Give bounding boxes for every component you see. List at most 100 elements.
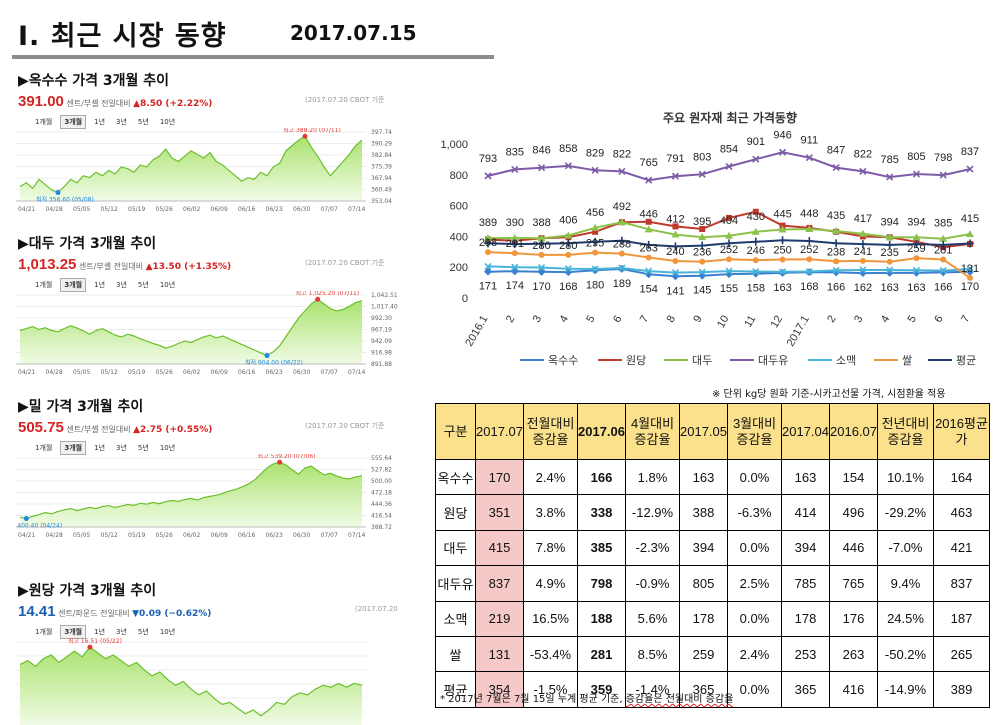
period-tab[interactable]: 1개월 bbox=[35, 118, 53, 126]
data-label: 162 bbox=[854, 282, 872, 294]
table-cell: 164 bbox=[933, 458, 990, 496]
data-label: 492 bbox=[613, 201, 631, 213]
period-tab[interactable]: 5년 bbox=[137, 444, 149, 452]
data-label: 835 bbox=[506, 146, 524, 158]
data-point bbox=[644, 225, 653, 233]
period-tab[interactable]: 3년 bbox=[116, 628, 127, 636]
data-point bbox=[484, 234, 492, 242]
data-point bbox=[538, 251, 545, 258]
period-tab[interactable]: 10년 bbox=[159, 281, 176, 289]
table-cell: 253 bbox=[781, 635, 830, 673]
data-label: 166 bbox=[827, 281, 845, 293]
source-meta: (2017.07.20 CBOT 기준 bbox=[305, 96, 385, 104]
data-point bbox=[912, 233, 921, 241]
data-point bbox=[778, 268, 787, 276]
table-header-cell: 구분 bbox=[435, 403, 476, 460]
price-change: ▲8.50 (+2.22%) bbox=[133, 99, 213, 109]
table-cell: 7.8% bbox=[523, 529, 578, 567]
y-tick-label: 967.19 bbox=[371, 327, 392, 334]
chart-heading: ▶옥수수 가격 3개월 추이 bbox=[18, 73, 170, 89]
period-tab[interactable]: 1년 bbox=[94, 118, 106, 126]
x-tick-label: 8 bbox=[665, 314, 678, 325]
table-cell: 416 bbox=[829, 671, 878, 708]
table-cell: 265 bbox=[933, 635, 990, 673]
data-point bbox=[806, 256, 813, 263]
data-label: 435 bbox=[827, 210, 845, 222]
period-tab[interactable]: 3개월 bbox=[60, 115, 87, 129]
data-label: 288 bbox=[613, 239, 631, 251]
period-tab[interactable]: 1개월 bbox=[35, 628, 53, 636]
y-tick-label: 397.74 bbox=[371, 129, 392, 136]
period-tab[interactable]: 3개월 bbox=[60, 278, 87, 292]
data-point bbox=[511, 165, 519, 173]
price-area bbox=[20, 299, 362, 364]
x-tick-label: 06/16 bbox=[238, 206, 255, 213]
data-label: 170 bbox=[961, 281, 979, 293]
table-header-cell: 전년대비 증감율 bbox=[877, 403, 934, 460]
x-tick-label: 04/21 bbox=[18, 532, 35, 539]
row-label-cell: 소맥 bbox=[435, 600, 476, 637]
data-point bbox=[913, 255, 920, 262]
data-point bbox=[939, 267, 947, 275]
data-label: 448 bbox=[800, 208, 818, 220]
period-tab[interactable]: 10년 bbox=[159, 628, 176, 636]
period-tab[interactable]: 5년 bbox=[137, 628, 149, 636]
period-tab[interactable]: 3년 bbox=[116, 118, 127, 126]
table-cell: 163 bbox=[679, 458, 728, 496]
data-point bbox=[912, 170, 921, 178]
price-line bbox=[19, 298, 363, 357]
table-cell: 170 bbox=[475, 458, 524, 496]
data-point bbox=[644, 240, 653, 249]
period-tab[interactable]: 5년 bbox=[137, 281, 149, 289]
table-cell: -1.4% bbox=[625, 671, 680, 708]
data-point bbox=[617, 218, 626, 226]
chart-title: 주요 원자재 최근 가격동향 bbox=[663, 110, 797, 125]
data-point bbox=[832, 239, 841, 248]
table-cell: 0.0% bbox=[727, 600, 782, 637]
period-tab[interactable]: 3개월 bbox=[60, 441, 87, 455]
y-tick-label: 555.64 bbox=[371, 455, 392, 462]
data-point bbox=[618, 264, 626, 272]
x-tick-label: 06/16 bbox=[238, 532, 255, 539]
period-tab[interactable]: 10년 bbox=[159, 118, 176, 126]
data-point bbox=[778, 148, 787, 156]
table-row: 대두유 837 4.9% 798 -0.9% 805 2.5% 785 765 9.4% 837 bbox=[435, 565, 990, 602]
table-cell: -14.9% bbox=[877, 671, 934, 708]
data-point bbox=[752, 257, 759, 264]
data-point bbox=[592, 249, 599, 256]
table-cell: 837 bbox=[933, 565, 990, 602]
period-tab[interactable]: 5년 bbox=[137, 118, 149, 126]
data-point bbox=[511, 263, 519, 271]
period-tab[interactable]: 3년 bbox=[116, 281, 127, 289]
data-point bbox=[671, 242, 680, 251]
table-cell: 463 bbox=[933, 494, 990, 531]
data-point bbox=[537, 234, 546, 242]
table-cell: 388 bbox=[679, 494, 728, 531]
data-label: 246 bbox=[747, 245, 765, 257]
table-cell: 394 bbox=[679, 529, 728, 567]
x-tick-label: 06/09 bbox=[211, 532, 228, 539]
data-label: 822 bbox=[854, 148, 872, 160]
price-value: 391.00 bbox=[18, 93, 64, 110]
data-label: 168 bbox=[559, 281, 577, 293]
price-unit: 센트/부셸 bbox=[63, 99, 102, 108]
data-label: 281 bbox=[934, 245, 952, 257]
period-tab[interactable]: 1년 bbox=[94, 444, 106, 452]
data-point bbox=[591, 223, 600, 231]
period-tab[interactable]: 3개월 bbox=[60, 625, 87, 639]
period-tab[interactable]: 1개월 bbox=[35, 281, 53, 289]
data-point bbox=[671, 269, 680, 277]
table-header-row: 구분 2017.07 전월대비 증감율 2017.06 4월대비 증감율 2017.05 3… bbox=[435, 403, 990, 460]
period-tab[interactable]: 10년 bbox=[159, 444, 176, 452]
table-cell: 421 bbox=[933, 529, 990, 567]
period-tab[interactable]: 3년 bbox=[116, 444, 127, 452]
period-tab[interactable]: 1년 bbox=[94, 628, 106, 636]
period-tab[interactable]: 1년 bbox=[94, 281, 106, 289]
data-label: 946 bbox=[773, 129, 791, 141]
row-label-cell: 원당 bbox=[435, 494, 476, 531]
y-tick-label: 916.98 bbox=[371, 350, 392, 357]
period-tab[interactable]: 1개월 bbox=[35, 444, 53, 452]
y-tick-label: 375.39 bbox=[371, 164, 392, 171]
table-cell: -29.2% bbox=[877, 494, 934, 531]
data-label: 145 bbox=[693, 285, 711, 297]
